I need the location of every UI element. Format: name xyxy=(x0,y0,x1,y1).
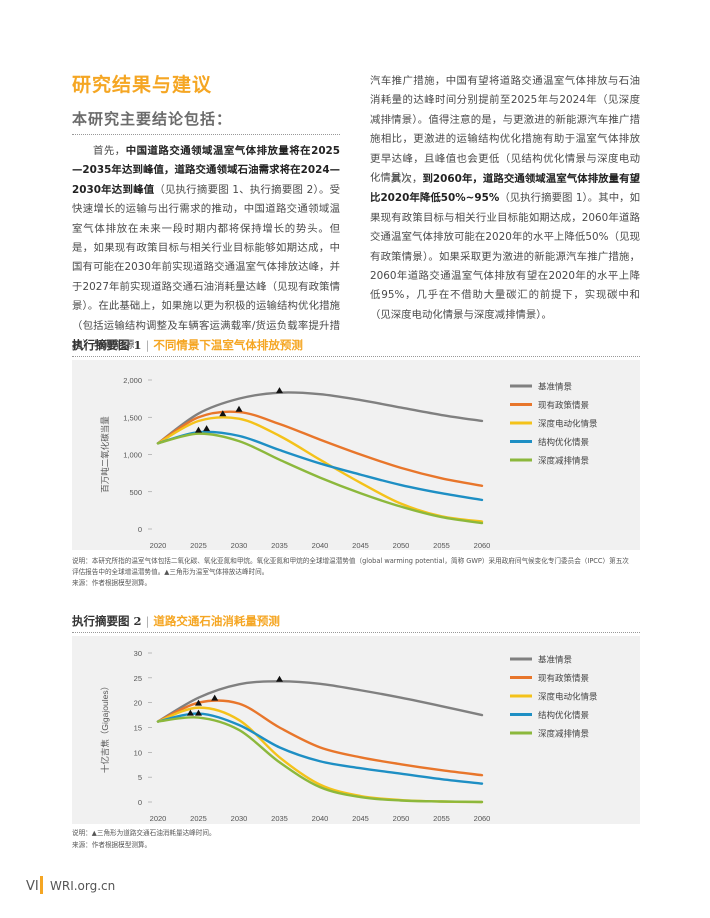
chart2-legend-label: 基准情景 xyxy=(538,655,572,665)
chart1-xtick-label: 2025 xyxy=(190,541,207,550)
figure1-title: 执行摘要图 1 | 不同情景下温室气体排放预测 xyxy=(72,338,303,352)
section-subheading: 本研究主要结论包括： xyxy=(72,110,233,128)
chart2-xtick-label: 2060 xyxy=(474,814,491,823)
figure1-divider xyxy=(72,356,640,357)
page-number: VI xyxy=(26,879,39,894)
footer-url[interactable]: WRI.org.cn xyxy=(50,879,116,893)
chart2-xtick-label: 2035 xyxy=(271,814,288,823)
chart2-series-line xyxy=(156,716,484,804)
chart1-ylabel: 百万吨二氧化碳当量 xyxy=(100,416,110,493)
figure2-divider xyxy=(72,632,640,633)
chart2-ytick-label: 30 xyxy=(134,649,142,658)
figure2-source: 来源：作者根据模型测算。 xyxy=(72,841,152,849)
chart2-series-line xyxy=(156,699,484,777)
chart1-ytick-label: 0 xyxy=(138,525,142,534)
chart1-xtick-label: 2020 xyxy=(150,541,167,550)
chart1-peak-marker xyxy=(219,410,227,417)
chart2-xtick-label: 2050 xyxy=(393,814,410,823)
chart2-peak-marker xyxy=(195,699,202,706)
chart1-series-line xyxy=(156,391,484,445)
chart1-peak-marker xyxy=(195,426,202,433)
chart2-peak-marker xyxy=(186,709,194,716)
left-column-paragraph: 首先，中国道路交通领域温室气体排放量将在2025—2035年达到峰值，道路交通领… xyxy=(72,145,341,352)
chart2-xtick-label: 2030 xyxy=(231,814,248,823)
chart2-xtick-label: 2045 xyxy=(352,814,369,823)
chart2-ytick-label: 10 xyxy=(134,748,142,757)
chart2-xtick-label: 2020 xyxy=(150,814,167,823)
chart1-legend-label: 基准情景 xyxy=(538,382,572,392)
right-column-paragraph-2: 其次，到2060年，道路交通领域温室气体排放量有望比2020年降低50%~95%… xyxy=(370,173,641,321)
chart2-legend-label: 深度减排情景 xyxy=(538,729,589,739)
chart2-legend-label: 现有政策情景 xyxy=(538,673,589,683)
chart2-legend-label: 结构优化情景 xyxy=(538,710,589,720)
section-heading: 研究结果与建议 xyxy=(72,74,213,96)
chart1-ytick-label: 1,000 xyxy=(123,451,142,460)
chart1-series-line xyxy=(156,410,484,487)
right-column-paragraph-1: 汽车推广措施，中国有望将道路交通温室气体排放与石油消耗量的达峰时间分别提前至20… xyxy=(370,75,640,185)
chart2-ytick-label: 20 xyxy=(134,699,142,708)
figure1-source: 来源：作者根据模型测算。 xyxy=(72,579,152,587)
chart1-peak-marker xyxy=(235,405,243,412)
chart1-legend-label: 深度减排情景 xyxy=(538,456,589,466)
figure2-panel: 0 5 10 15 20 25 30 2020 2025 2030 2035 2040 2045 2050… xyxy=(72,636,640,824)
chart2-ytick-label: 25 xyxy=(134,674,142,683)
chart2-ylabel: 十亿吉焦（Gigajoules） xyxy=(100,682,110,773)
chart1-legend-label: 深度电动化情景 xyxy=(538,419,598,429)
chart1-xtick-label: 2040 xyxy=(312,541,329,550)
chart2-ytick-label: 0 xyxy=(138,798,142,807)
chart2-legend-label: 深度电动化情景 xyxy=(538,692,598,702)
chart2-peak-marker xyxy=(211,694,219,701)
chart2-series-line xyxy=(156,712,484,785)
footer-accent-bar xyxy=(40,876,43,894)
chart2-xtick-label: 2025 xyxy=(190,814,207,823)
heading-divider xyxy=(72,134,340,135)
chart1-ytick-label: 2,000 xyxy=(123,376,142,385)
chart1-series-line xyxy=(156,432,484,525)
chart1-legend-label: 结构优化情景 xyxy=(538,437,589,447)
figure2-note: 说明：▲三角形为道路交通石油消耗量达峰时间。 xyxy=(72,829,216,837)
chart2-peak-marker xyxy=(195,709,202,716)
chart2-series-line xyxy=(156,680,484,723)
figure1-panel: 0 500 1,000 1,500 2,000 2020 2025 2030 2035 2040 2… xyxy=(72,360,640,550)
figure1-chart: 0 500 1,000 1,500 2,000 2020 2025 2030 2035 2040 2… xyxy=(100,376,598,550)
chart1-series-line xyxy=(156,430,484,502)
chart2-ytick-label: 15 xyxy=(134,724,142,733)
left-bold-finding: 中国道路交通领域温室气体排放量将在2025—2035年达到峰值，道路交通领域石油… xyxy=(72,145,341,196)
chart2-peak-marker xyxy=(276,675,283,682)
figure2-title: 执行摘要图 2 | 道路交通石油消耗量预测 xyxy=(72,614,280,628)
chart1-peak-marker xyxy=(276,387,283,394)
chart1-legend-label: 现有政策情景 xyxy=(538,400,589,410)
chart1-xtick-label: 2045 xyxy=(352,541,369,550)
right-bold-finding: 到2060年，道路交通领域温室气体排放量有望比2020年降低50%~95% xyxy=(370,173,641,205)
chart1-xtick-label: 2050 xyxy=(393,541,410,550)
chart1-xtick-label: 2030 xyxy=(231,541,248,550)
chart1-xtick-label: 2055 xyxy=(433,541,450,550)
chart1-ytick-label: 500 xyxy=(129,488,142,497)
figure1-note: 说明：本研究所指的温室气体包括二氧化碳、氧化亚氮和甲烷。氧化亚氮和甲烷的全球增温… xyxy=(72,557,629,576)
chart1-xtick-label: 2060 xyxy=(474,541,491,550)
chart1-ytick-label: 1,500 xyxy=(123,413,142,422)
chart2-xtick-label: 2055 xyxy=(433,814,450,823)
chart2-ytick-label: 5 xyxy=(138,773,142,782)
chart1-xtick-label: 2035 xyxy=(271,541,288,550)
chart2-xtick-label: 2040 xyxy=(312,814,329,823)
chart1-peak-marker xyxy=(203,425,211,432)
